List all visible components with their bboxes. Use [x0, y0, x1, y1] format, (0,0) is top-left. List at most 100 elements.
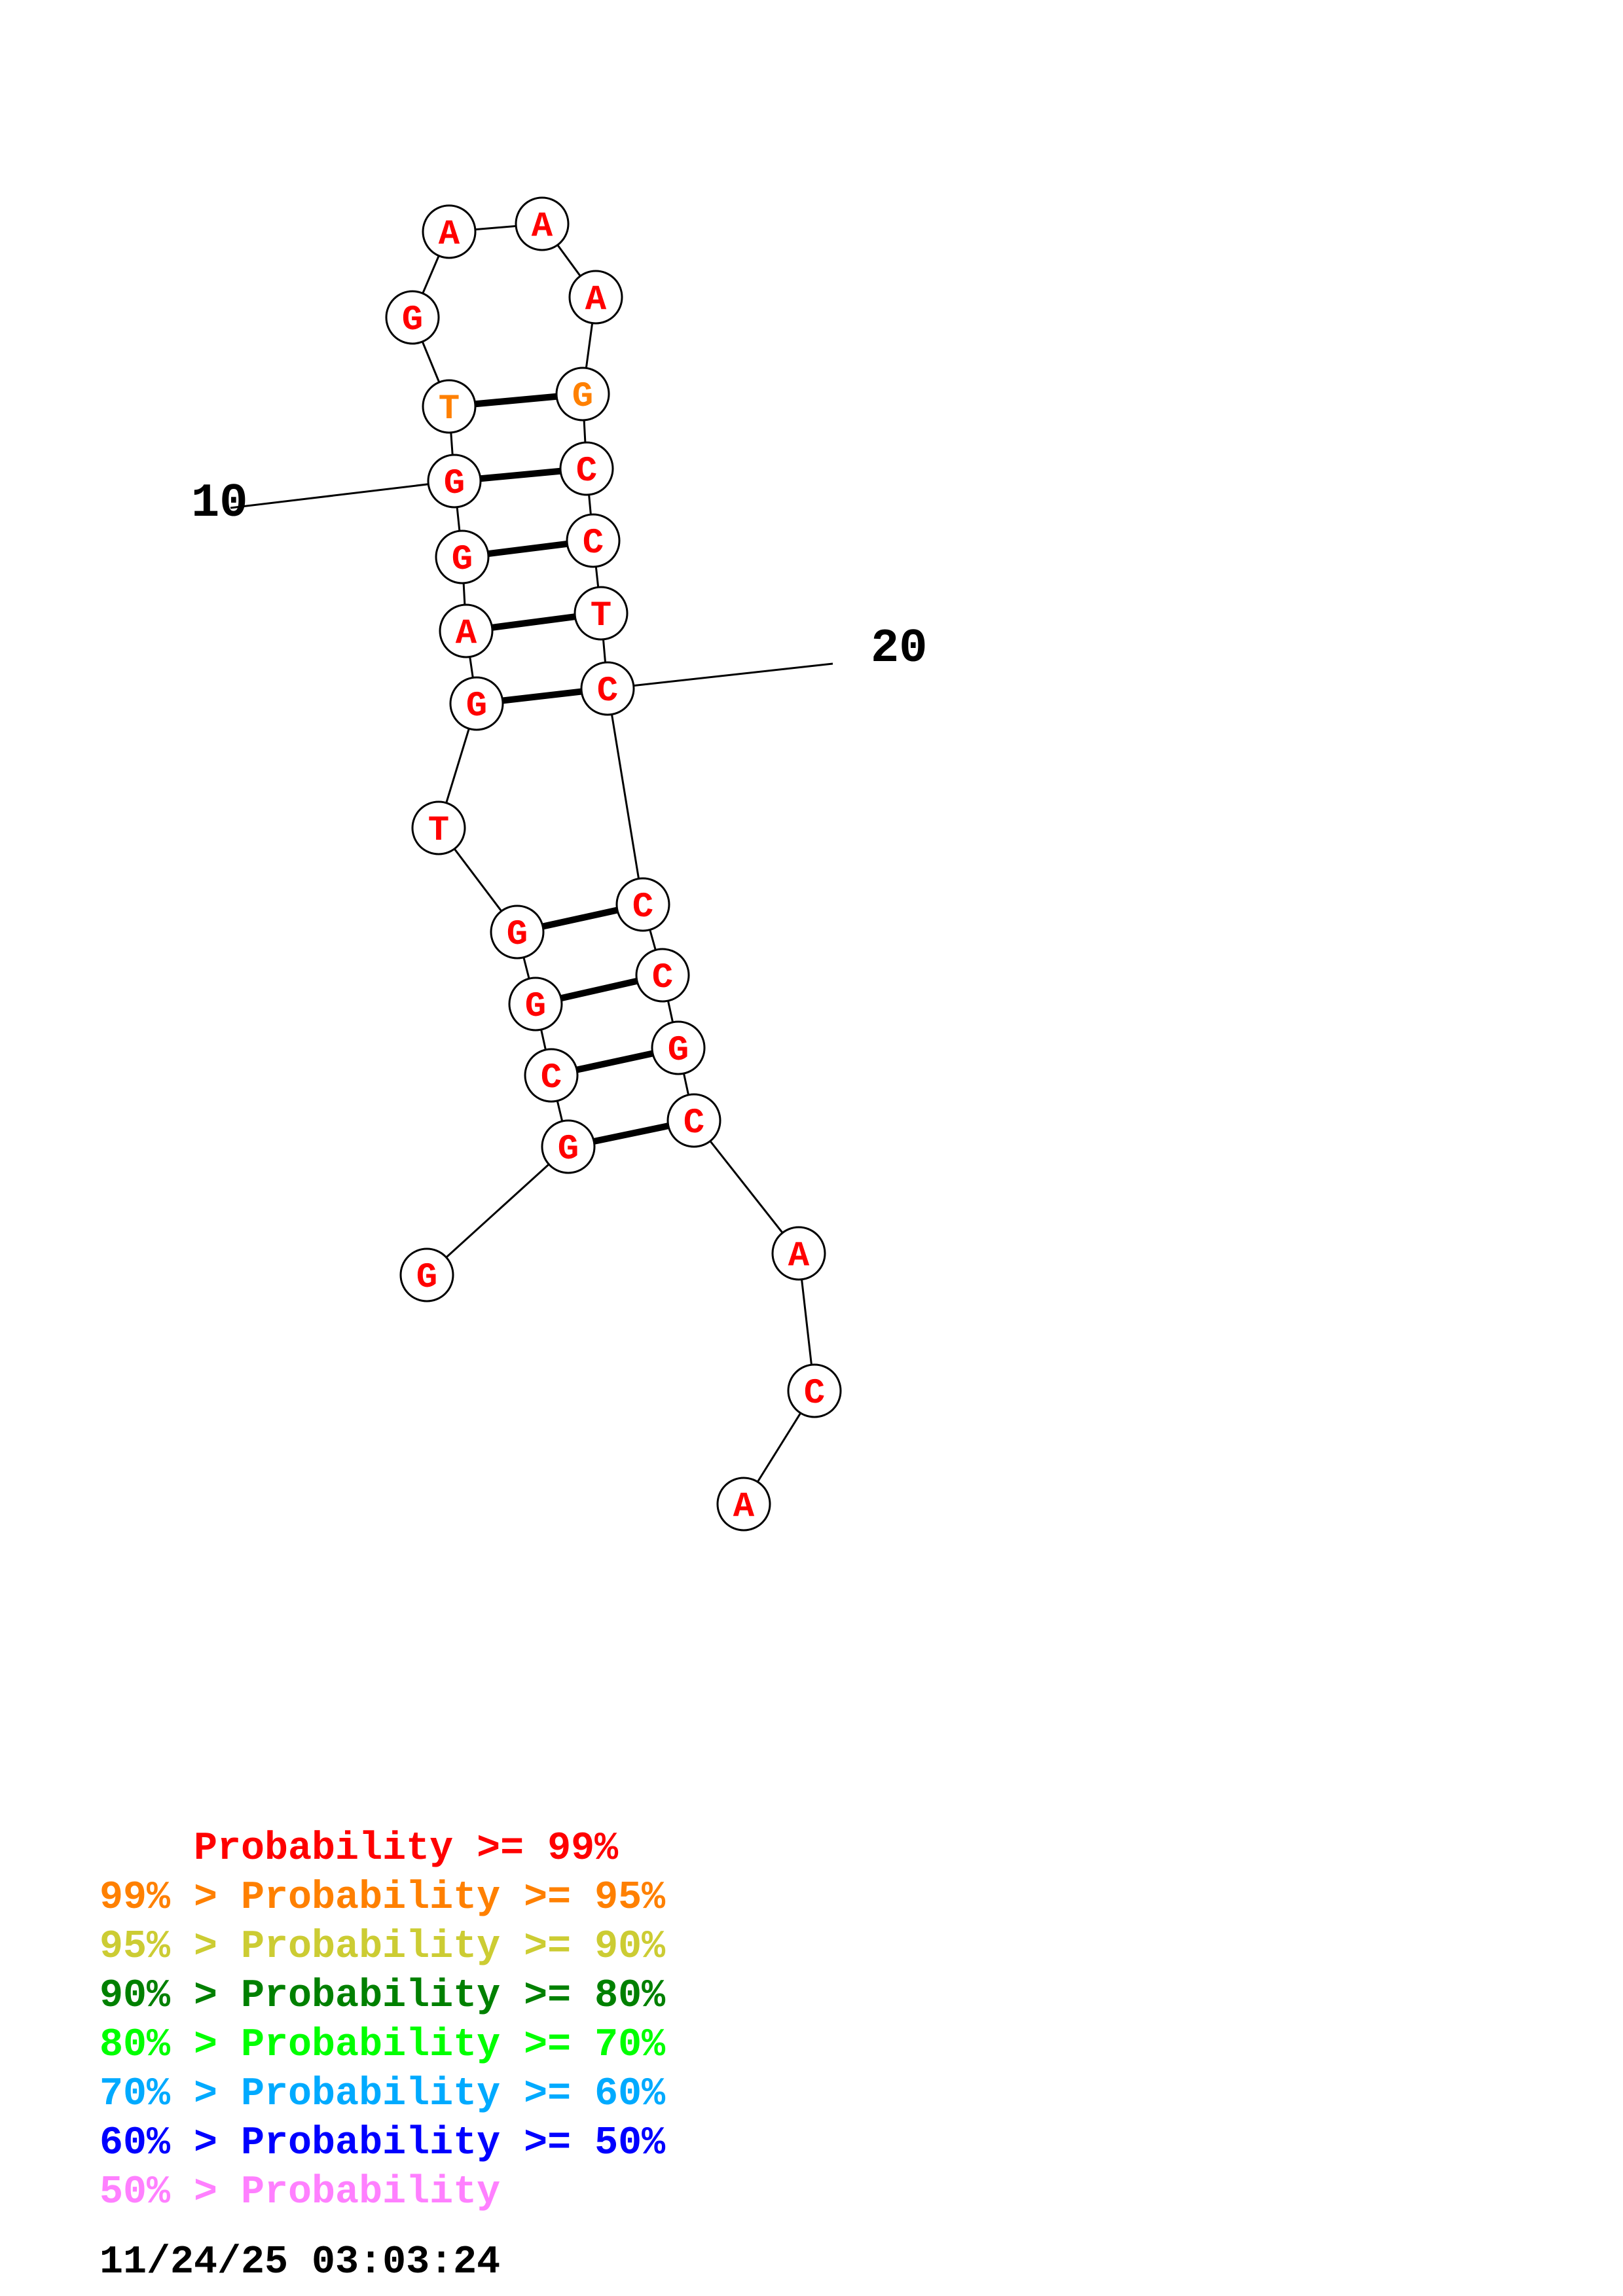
- base-pair-layer: [475, 393, 669, 1145]
- nucleotide-letter: A: [532, 207, 553, 247]
- nucleotide-circle: [771, 1226, 826, 1281]
- nucleotide-circle: [490, 905, 545, 960]
- nucleotide: G: [385, 290, 440, 345]
- legend-entry: Probability >= 99%: [100, 1827, 619, 1871]
- nucleotide-circle: [435, 529, 490, 584]
- nucleotide-letter: C: [652, 958, 673, 998]
- nucleotide-circle: [559, 441, 614, 496]
- nucleotide-circle: [580, 661, 635, 716]
- nucleotide: A: [771, 1226, 826, 1281]
- base-pair-bond: [488, 540, 568, 558]
- legend-entry: 60% > Probability >= 50%: [100, 2121, 666, 2166]
- nucleotide-circle: [566, 513, 621, 568]
- nucleotide-letter: T: [439, 389, 460, 429]
- nucleotide-letter: A: [439, 215, 460, 255]
- nucleotide-circle: [385, 290, 440, 345]
- nucleotide-letter: A: [788, 1236, 810, 1276]
- nucleotide: G: [427, 454, 482, 509]
- nucleotide-letter: C: [541, 1058, 562, 1098]
- nucleotide-letter: A: [733, 1487, 755, 1527]
- nucleotide: G: [508, 977, 563, 1031]
- base-pair-bond: [475, 393, 557, 408]
- nucleotide: C: [524, 1048, 579, 1103]
- nucleotide-letter: C: [632, 888, 653, 927]
- nucleotide-letter: C: [597, 672, 618, 711]
- index-label: 10: [191, 476, 247, 530]
- nucleotide: C: [787, 1363, 842, 1418]
- legend-entry: 70% > Probability >= 60%: [100, 2072, 666, 2117]
- nucleotide-circle: [651, 1020, 706, 1075]
- nucleotide-circle: [615, 877, 670, 932]
- nucleotide-letter: G: [402, 300, 423, 340]
- nucleotide-letter: A: [585, 280, 607, 320]
- nucleotide-letter: C: [684, 1103, 704, 1143]
- nucleotide-letter: C: [804, 1374, 825, 1414]
- nucleotide: T: [574, 586, 629, 641]
- nucleotide: C: [580, 661, 635, 716]
- index-label-layer: 10 20: [191, 476, 927, 690]
- nucleotide-circle: [666, 1093, 721, 1148]
- nucleotide-letter: G: [416, 1258, 437, 1298]
- nucleotide: A: [716, 1477, 771, 1532]
- nucleotide-circle: [524, 1048, 579, 1103]
- nucleotide-letter: G: [668, 1031, 689, 1071]
- legend-entry: 99% > Probability >= 95%: [100, 1876, 666, 1920]
- nucleotide-letter: T: [428, 811, 449, 851]
- base-pair-bond: [502, 688, 582, 704]
- nucleotide-circle: [422, 379, 477, 434]
- nucleotide: C: [566, 513, 621, 568]
- backbone-segment: [606, 688, 644, 905]
- nucleotide-letter: C: [576, 452, 597, 492]
- nucleotide-circle: [541, 1119, 596, 1174]
- nucleotide: T: [411, 800, 466, 855]
- nucleotide-circle: [555, 367, 610, 422]
- index-label: 20: [871, 622, 927, 675]
- nucleotide-letter: T: [591, 596, 611, 636]
- nucleotide: C: [635, 948, 690, 1003]
- nucleotide-circle: [568, 270, 623, 325]
- nucleotide-letter: G: [525, 987, 546, 1027]
- index-leader-line: [230, 480, 455, 509]
- nucleotide-circle: [635, 948, 690, 1003]
- nucleotide-letter: C: [583, 524, 604, 564]
- nucleotide: C: [666, 1093, 721, 1148]
- nucleotide: G: [541, 1119, 596, 1174]
- nucleotide-circle: [449, 676, 504, 731]
- backbone-segment: [693, 1120, 800, 1254]
- nucleotide: G: [435, 529, 490, 584]
- nucleotide-letter: G: [558, 1130, 579, 1170]
- probability-legend: Probability >= 99% 99% > Probability >= 9…: [100, 1827, 666, 2215]
- timestamp: 11/24/25 03:03:24: [100, 2240, 500, 2285]
- nucleotide: A: [422, 204, 477, 259]
- base-pair-bond: [560, 977, 638, 1002]
- nucleotide: G: [490, 905, 545, 960]
- nucleotide-letter: G: [466, 687, 487, 726]
- nucleotide: G: [449, 676, 504, 731]
- nucleotide-circle: [515, 196, 570, 251]
- nucleotide-circle: [427, 454, 482, 509]
- nucleotide-circle: [574, 586, 629, 641]
- legend-entry: 95% > Probability >= 90%: [100, 1925, 666, 1969]
- nucleotide: C: [559, 441, 614, 496]
- nucleotide: C: [615, 877, 670, 932]
- base-pair-bond: [576, 1050, 653, 1073]
- base-pair-bond: [480, 467, 561, 482]
- base-pair-bond: [593, 1122, 669, 1145]
- backbone-segment: [426, 1145, 570, 1276]
- legend-entry: 90% > Probability >= 80%: [100, 1974, 666, 2018]
- nucleotide: T: [422, 379, 477, 434]
- legend-entry: 50% > Probability: [100, 2170, 500, 2215]
- nucleotide-circle: [422, 204, 477, 259]
- base-pair-bond: [492, 613, 575, 631]
- nucleotide-circle: [508, 977, 563, 1031]
- nucleotide: A: [568, 270, 623, 325]
- base-pair-bond: [542, 906, 618, 930]
- nucleotide-letter: A: [456, 614, 477, 654]
- nucleotide-circle: [439, 603, 494, 658]
- nucleotide-letter: G: [444, 464, 465, 504]
- legend-entry: 80% > Probability >= 70%: [100, 2023, 666, 2068]
- nucleotide: G: [651, 1020, 706, 1075]
- nucleotide: A: [439, 603, 494, 658]
